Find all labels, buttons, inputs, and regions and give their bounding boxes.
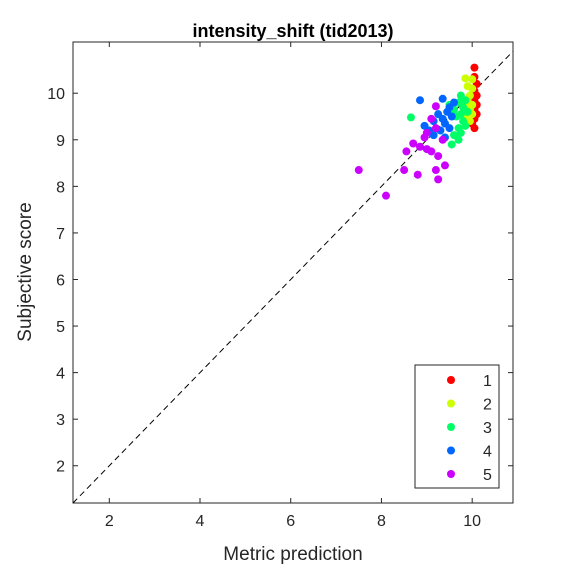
y-tick-label: 5 — [56, 319, 65, 336]
legend-marker — [447, 470, 455, 478]
legend-label: 4 — [483, 444, 492, 461]
data-point — [456, 128, 465, 137]
y-tick-label: 8 — [56, 179, 65, 196]
data-point — [431, 166, 440, 175]
y-tick-label: 10 — [47, 86, 65, 103]
y-tick-label: 6 — [56, 272, 65, 289]
data-point — [438, 135, 447, 144]
data-point — [434, 175, 443, 184]
data-point — [470, 124, 479, 133]
x-tick-label: 2 — [105, 513, 114, 530]
data-point — [434, 152, 443, 161]
legend-marker — [447, 376, 455, 384]
x-tick-label: 8 — [377, 513, 386, 530]
data-point — [416, 96, 425, 105]
data-point — [431, 124, 440, 133]
data-point — [427, 114, 436, 123]
x-tick-label: 6 — [286, 513, 295, 530]
data-point — [447, 112, 456, 121]
data-point — [454, 135, 463, 144]
legend-label: 5 — [483, 467, 492, 484]
legend-marker — [447, 423, 455, 431]
legend: 1 2 3 4 5 — [414, 364, 500, 489]
legend-marker — [447, 399, 455, 408]
chart-title: intensity_shift (tid2013) — [192, 21, 393, 41]
data-point — [406, 113, 415, 122]
data-point — [427, 147, 436, 156]
data-point — [381, 191, 390, 200]
x-tick-label: 10 — [463, 513, 481, 530]
y-axis-label: Subjective score — [15, 202, 36, 341]
y-tick-label: 2 — [56, 459, 65, 476]
y-tick-label: 9 — [56, 133, 65, 150]
data-point — [447, 140, 456, 149]
data-point — [400, 166, 409, 175]
data-point — [461, 96, 470, 105]
x-axis: 2 4 6 8 10 — [105, 42, 481, 530]
data-point — [438, 94, 447, 103]
data-point — [420, 133, 429, 142]
y-tick-label: 4 — [56, 366, 65, 383]
data-point — [431, 102, 440, 111]
data-point — [440, 161, 449, 170]
data-point — [461, 74, 470, 83]
data-point — [461, 121, 470, 130]
x-tick-label: 4 — [196, 513, 205, 530]
series-5 — [354, 102, 449, 200]
data-point — [463, 107, 472, 116]
data-point — [413, 170, 422, 179]
legend-marker — [447, 446, 455, 455]
data-point — [468, 75, 477, 84]
legend-label: 3 — [483, 420, 492, 437]
data-point — [354, 166, 363, 175]
data-point — [402, 147, 411, 156]
data-point — [470, 63, 479, 72]
x-axis-label: Metric prediction — [223, 544, 362, 565]
y-tick-label: 7 — [56, 226, 65, 243]
data-point — [468, 84, 477, 93]
legend-label: 1 — [483, 373, 492, 390]
data-points — [354, 63, 481, 200]
y-axis: 2 3 4 5 6 7 8 9 10 — [47, 86, 513, 476]
y-tick-label: 3 — [56, 412, 65, 429]
legend-box — [414, 364, 500, 489]
data-point — [416, 142, 425, 151]
data-point — [445, 124, 454, 133]
legend-label: 2 — [483, 397, 492, 414]
data-point — [409, 139, 418, 148]
